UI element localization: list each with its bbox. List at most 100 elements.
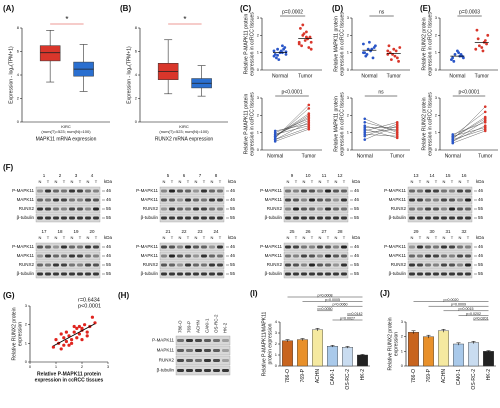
kda-marker: 55 bbox=[478, 271, 484, 276]
y-axis-label: Relative RUNX2 protein bbox=[387, 317, 393, 370]
band bbox=[186, 339, 193, 342]
band bbox=[201, 216, 207, 220]
sample-number: 3 bbox=[75, 173, 78, 178]
bar bbox=[357, 354, 368, 367]
band bbox=[285, 189, 291, 193]
blot-row-label: RUNX2 bbox=[19, 206, 35, 211]
lane-label: N bbox=[303, 235, 306, 240]
blot-row-label: P-MAPK11 bbox=[136, 188, 158, 193]
band bbox=[177, 198, 183, 202]
blot-row-label: β-tubulin bbox=[157, 368, 175, 373]
band bbox=[209, 189, 215, 193]
band bbox=[457, 198, 463, 202]
blot-row-label: RUNX2 bbox=[159, 358, 175, 363]
data-point bbox=[276, 53, 279, 57]
sample-number: 11 bbox=[322, 173, 327, 178]
band bbox=[417, 245, 423, 249]
lane-label: T bbox=[311, 235, 314, 240]
band bbox=[433, 198, 439, 202]
band bbox=[417, 198, 423, 202]
band bbox=[309, 189, 315, 193]
data-point bbox=[371, 56, 375, 60]
kda-marker: 46 bbox=[354, 188, 360, 193]
band bbox=[37, 189, 43, 193]
significance: p=0.0050 bbox=[317, 307, 332, 311]
sample-number: 19 bbox=[73, 229, 79, 234]
data-point bbox=[483, 129, 487, 133]
sample-number: 31 bbox=[445, 229, 451, 234]
sample-number: 10 bbox=[305, 173, 311, 178]
band bbox=[465, 216, 471, 220]
data-point bbox=[309, 47, 313, 51]
significance: p=0.0003 bbox=[459, 9, 480, 15]
y-axis-label: Expression - log₂(TPM+1) bbox=[8, 46, 14, 104]
lane-label: N bbox=[211, 235, 214, 240]
y-tick-label: 1 bbox=[347, 130, 350, 135]
band bbox=[465, 198, 471, 202]
data-point bbox=[72, 324, 76, 329]
pair-line bbox=[275, 116, 309, 137]
band bbox=[61, 245, 67, 249]
data-point bbox=[363, 120, 367, 124]
significance: ns bbox=[378, 89, 384, 95]
band bbox=[425, 272, 431, 276]
x-tick-label: CAKI-1 bbox=[330, 369, 336, 385]
data-point bbox=[85, 330, 89, 334]
kda-marker: 55 bbox=[478, 262, 484, 267]
x-axis-label: KIRC bbox=[61, 124, 71, 129]
data-point bbox=[307, 115, 311, 119]
band bbox=[77, 245, 83, 249]
band bbox=[93, 272, 99, 276]
band bbox=[425, 216, 431, 220]
pair-line bbox=[364, 129, 398, 139]
blot-strip bbox=[35, 242, 101, 252]
band bbox=[285, 207, 291, 211]
blot-strip bbox=[35, 204, 101, 214]
lane-label: 769-P bbox=[187, 321, 192, 333]
blot-strip bbox=[283, 269, 349, 279]
data-point bbox=[363, 126, 367, 129]
sample-number: 28 bbox=[337, 229, 343, 234]
band bbox=[209, 207, 215, 211]
lane-label: N bbox=[87, 179, 90, 184]
lane-label: T bbox=[79, 179, 82, 184]
band bbox=[209, 254, 215, 258]
band bbox=[169, 207, 175, 211]
kda-marker: 46 bbox=[478, 244, 484, 249]
lane-label: T bbox=[95, 235, 98, 240]
band bbox=[195, 349, 202, 352]
band bbox=[285, 216, 291, 220]
band bbox=[193, 216, 199, 220]
data-point bbox=[307, 103, 311, 107]
significance: p=0.0202 bbox=[466, 312, 481, 316]
band bbox=[341, 216, 347, 220]
data-point bbox=[83, 323, 87, 327]
band bbox=[37, 216, 43, 220]
band bbox=[45, 254, 51, 258]
y-tick-label: 2 bbox=[17, 96, 20, 101]
kda-marker: 55 bbox=[354, 271, 360, 276]
box bbox=[39, 45, 61, 62]
data-point bbox=[363, 133, 367, 136]
y-tick-label: 0 bbox=[435, 67, 438, 72]
blot-strip bbox=[35, 251, 101, 261]
y-tick-label: 2 bbox=[347, 32, 350, 37]
blot-strip bbox=[407, 242, 473, 252]
blot-strip bbox=[407, 260, 473, 270]
band bbox=[37, 263, 43, 267]
data-point bbox=[54, 338, 58, 342]
x-tick-label: Tumor bbox=[390, 153, 405, 159]
band bbox=[301, 263, 307, 267]
band bbox=[61, 198, 67, 202]
lane-label: N bbox=[55, 179, 58, 184]
band bbox=[213, 359, 220, 362]
band bbox=[93, 245, 99, 249]
lane-label: N bbox=[319, 179, 322, 184]
band bbox=[333, 254, 339, 258]
band bbox=[285, 254, 291, 258]
data-point bbox=[75, 326, 79, 330]
data-point bbox=[483, 105, 487, 108]
band bbox=[425, 245, 431, 249]
y-tick-label: 1 bbox=[25, 340, 28, 345]
sample-number: 29 bbox=[413, 229, 419, 234]
